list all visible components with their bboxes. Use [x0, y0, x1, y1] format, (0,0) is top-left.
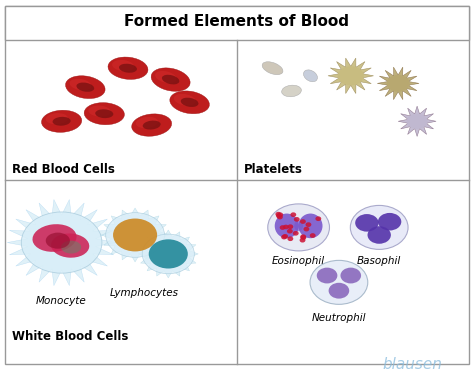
Ellipse shape [317, 268, 337, 283]
Ellipse shape [407, 114, 428, 129]
Text: Platelets: Platelets [244, 163, 303, 176]
FancyBboxPatch shape [5, 6, 469, 40]
Text: Formed Elements of Blood: Formed Elements of Blood [125, 14, 349, 30]
Ellipse shape [21, 212, 102, 273]
Ellipse shape [65, 76, 105, 99]
Circle shape [281, 235, 287, 240]
Ellipse shape [142, 234, 194, 274]
Ellipse shape [112, 60, 134, 71]
Circle shape [275, 212, 281, 216]
Ellipse shape [155, 71, 176, 83]
Text: Lymphocytes: Lymphocytes [110, 288, 179, 298]
Text: Eosinophil: Eosinophil [272, 256, 325, 266]
Circle shape [301, 235, 306, 240]
Text: Neutrophil: Neutrophil [312, 313, 366, 323]
Polygon shape [7, 199, 116, 286]
Ellipse shape [170, 91, 210, 114]
Ellipse shape [181, 98, 199, 107]
Circle shape [283, 225, 289, 229]
Ellipse shape [294, 221, 303, 231]
Ellipse shape [88, 105, 110, 117]
Ellipse shape [268, 204, 329, 251]
Circle shape [282, 234, 288, 239]
Ellipse shape [149, 240, 188, 268]
Ellipse shape [53, 117, 71, 126]
Ellipse shape [299, 213, 322, 238]
Circle shape [277, 212, 283, 217]
Ellipse shape [70, 79, 91, 90]
FancyBboxPatch shape [5, 6, 469, 364]
Ellipse shape [282, 85, 301, 97]
Circle shape [300, 219, 306, 224]
Polygon shape [138, 230, 198, 278]
Ellipse shape [310, 260, 368, 304]
Circle shape [293, 231, 299, 236]
Polygon shape [328, 58, 374, 94]
Circle shape [306, 222, 311, 227]
Polygon shape [398, 106, 436, 136]
Ellipse shape [119, 64, 137, 73]
Ellipse shape [328, 283, 349, 299]
Ellipse shape [174, 94, 196, 105]
Ellipse shape [33, 224, 76, 252]
Ellipse shape [350, 205, 408, 249]
Ellipse shape [143, 121, 161, 130]
Ellipse shape [262, 62, 283, 75]
Circle shape [310, 233, 316, 238]
Text: blausen: blausen [383, 357, 442, 372]
Circle shape [315, 216, 321, 221]
Ellipse shape [355, 214, 379, 232]
Ellipse shape [340, 268, 361, 283]
Circle shape [300, 238, 305, 243]
Polygon shape [377, 67, 419, 100]
Ellipse shape [151, 68, 190, 91]
Ellipse shape [106, 213, 164, 257]
Ellipse shape [61, 241, 81, 254]
Circle shape [294, 217, 300, 222]
Ellipse shape [46, 233, 70, 249]
Ellipse shape [303, 70, 318, 82]
Circle shape [287, 224, 293, 229]
Text: Monocyte: Monocyte [36, 296, 86, 305]
Ellipse shape [42, 110, 82, 132]
Circle shape [277, 215, 283, 219]
Ellipse shape [275, 213, 299, 238]
Circle shape [287, 236, 293, 241]
Ellipse shape [113, 219, 157, 251]
Circle shape [287, 229, 293, 233]
Ellipse shape [76, 83, 94, 92]
Text: White Blood Cells: White Blood Cells [12, 330, 128, 343]
Ellipse shape [378, 213, 401, 230]
Ellipse shape [337, 66, 364, 85]
Ellipse shape [387, 75, 410, 92]
Ellipse shape [108, 57, 148, 79]
Circle shape [303, 227, 310, 232]
Circle shape [291, 212, 296, 217]
Circle shape [280, 225, 285, 230]
Ellipse shape [132, 114, 172, 136]
Ellipse shape [51, 233, 89, 258]
Ellipse shape [367, 226, 391, 244]
Circle shape [276, 213, 282, 218]
Circle shape [300, 234, 306, 239]
Text: Red Blood Cells: Red Blood Cells [12, 163, 115, 176]
Text: Basophil: Basophil [357, 256, 401, 266]
Ellipse shape [84, 103, 124, 125]
Ellipse shape [136, 117, 158, 128]
Ellipse shape [46, 113, 68, 124]
Ellipse shape [95, 109, 113, 118]
Polygon shape [101, 208, 169, 262]
Ellipse shape [162, 75, 179, 85]
